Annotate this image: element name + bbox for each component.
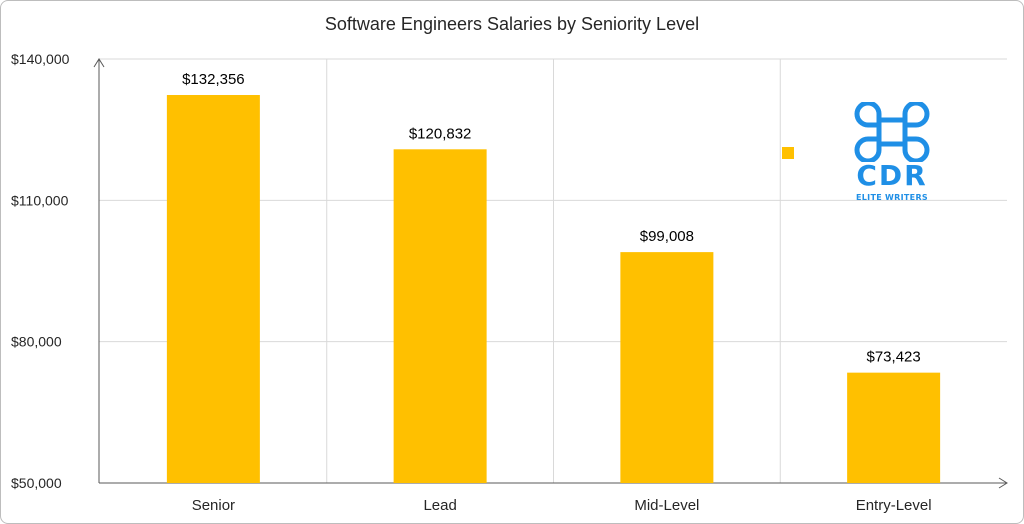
data-label: $120,832 <box>409 125 472 142</box>
watermark-logo: CDR ELITE WRITERS <box>849 102 935 206</box>
legend-marker <box>782 147 794 159</box>
x-axis-ticks: Senior Lead Mid-Level Entry-Level <box>192 497 932 514</box>
x-tick-label: Senior <box>192 497 235 514</box>
x-tick-label: Lead <box>423 497 456 514</box>
data-label: $73,423 <box>867 349 921 366</box>
bar <box>393 149 487 483</box>
data-labels: $132,356 $120,832 $99,008 $73,423 <box>182 71 921 366</box>
watermark-brand: CDR <box>856 159 928 192</box>
command-key-icon <box>854 102 930 162</box>
data-label: $99,008 <box>640 228 694 245</box>
data-label: $132,356 <box>182 71 245 88</box>
y-tick-label: $110,000 <box>11 192 69 208</box>
bars <box>166 95 941 484</box>
watermark-tagline: ELITE WRITERS <box>856 193 928 202</box>
bar <box>847 372 941 483</box>
y-axis-arrow <box>93 58 105 68</box>
y-tick-label: $80,000 <box>11 334 62 350</box>
y-tick-label: $140,000 <box>11 51 70 67</box>
chart-title: Software Engineers Salaries by Seniority… <box>324 14 700 34</box>
y-tick-label: $50,000 <box>11 475 62 491</box>
x-axis-arrow <box>998 477 1008 489</box>
y-axis-ticks: $50,000 $80,000 $110,000 $140,000 <box>11 51 70 491</box>
x-tick-label: Mid-Level <box>634 497 699 514</box>
grid-lines <box>99 58 1007 483</box>
bar <box>620 252 714 483</box>
bar <box>166 95 260 484</box>
x-tick-label: Entry-Level <box>856 497 932 514</box>
